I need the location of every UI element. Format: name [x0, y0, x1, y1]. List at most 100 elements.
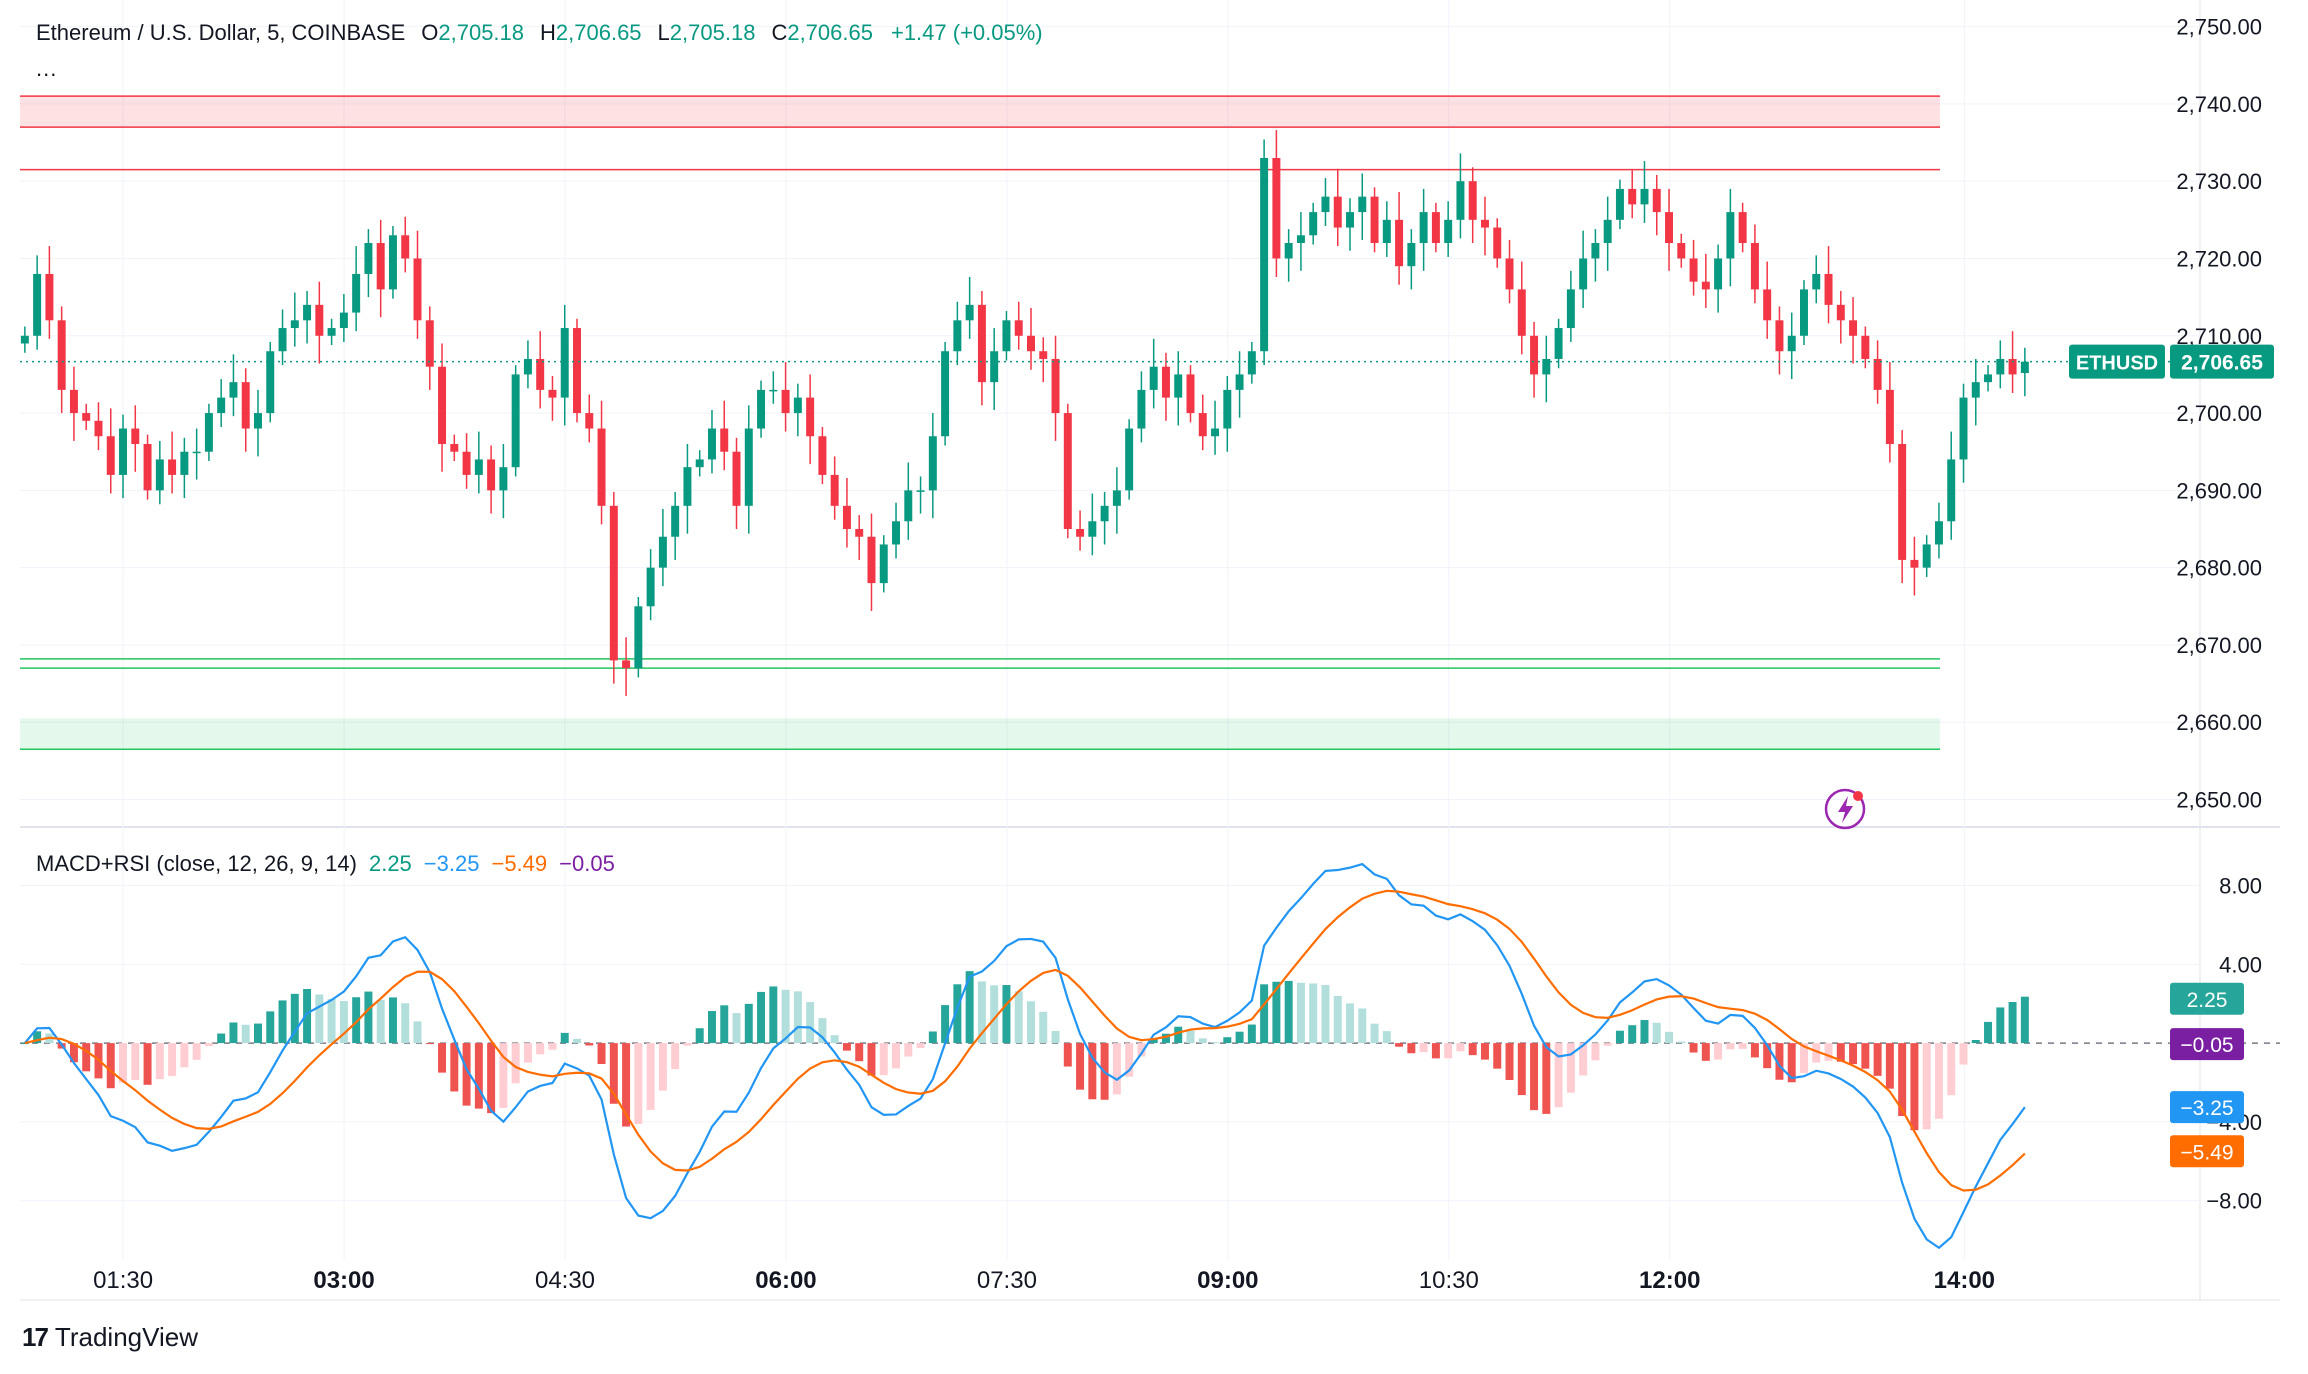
candle-body: [339, 312, 348, 329]
candle-body: [474, 459, 483, 475]
histogram-bar: [1309, 983, 1318, 1044]
histogram-bar: [1701, 1043, 1710, 1061]
candle-body: [1615, 188, 1624, 220]
histogram-bar: [499, 1043, 508, 1108]
candle-body: [990, 351, 999, 383]
macd-tag-text: −3.25: [2180, 1097, 2233, 1120]
histogram-bar: [977, 981, 986, 1044]
histogram-bar: [2020, 996, 2029, 1044]
histogram-bar: [278, 1000, 287, 1044]
candle-body: [1346, 212, 1354, 228]
more-options-button[interactable]: ...: [36, 56, 58, 81]
histogram-bar: [143, 1043, 152, 1085]
histogram-bar: [1198, 1038, 1207, 1044]
histogram-bar: [487, 1043, 496, 1114]
histogram-bar: [622, 1043, 631, 1127]
indicator-signal-value: −5.49: [491, 851, 548, 876]
histogram-bar: [1885, 1043, 1894, 1089]
histogram-bar: [1517, 1043, 1526, 1096]
histogram-bar: [1971, 1039, 1980, 1044]
candle-body: [695, 459, 704, 468]
indicator-name[interactable]: MACD+RSI (close, 12, 26, 9, 14): [36, 851, 357, 876]
candle-body: [1910, 559, 1919, 568]
candle-body: [180, 451, 189, 475]
histogram-bar: [1284, 980, 1293, 1044]
candle-body: [867, 536, 876, 584]
histogram-bar: [1456, 1043, 1465, 1052]
x-tick-label: 01:30: [93, 1267, 153, 1294]
candle-body: [1260, 157, 1269, 352]
candle-body: [204, 413, 213, 452]
candle-body: [1787, 335, 1796, 352]
histogram-bar: [1407, 1043, 1416, 1054]
high-label: H: [540, 20, 556, 45]
candle-body: [1640, 188, 1649, 205]
histogram-bar: [1223, 1037, 1232, 1044]
candle-body: [560, 328, 569, 398]
high-value: 2,706.65: [555, 20, 642, 45]
candle-body: [1738, 212, 1747, 244]
histogram-bar: [744, 1003, 753, 1044]
open-label: O: [421, 20, 439, 45]
histogram-bar: [1689, 1043, 1698, 1053]
candle-body: [1272, 157, 1281, 259]
candle-body: [266, 351, 275, 414]
histogram-bar: [707, 1011, 716, 1044]
histogram-bar: [1959, 1043, 1968, 1065]
candle-body: [1247, 351, 1256, 375]
histogram-bar: [1996, 1007, 2005, 1044]
y-tick-label: 2,720.00: [2176, 246, 2262, 271]
histogram-bar: [830, 1035, 839, 1044]
tradingview-brand[interactable]: 17 TradingView: [22, 1322, 198, 1353]
candle-body: [1076, 529, 1085, 537]
candle-body: [106, 436, 115, 475]
histogram-bar: [1665, 1031, 1674, 1044]
candle-body: [1763, 289, 1772, 321]
symbol-title[interactable]: Ethereum / U.S. Dollar, 5, COINBASE: [36, 20, 406, 45]
candle-body: [671, 505, 680, 537]
y-tick-label: 2,680.00: [2176, 556, 2262, 581]
signal-line: [24, 889, 2026, 1192]
candle-body: [217, 397, 226, 414]
candle-body: [376, 243, 385, 290]
close-value: 2,706.65: [787, 20, 873, 45]
histogram-bar: [806, 1002, 815, 1044]
histogram-bar: [1125, 1043, 1134, 1077]
candle-body: [1382, 219, 1391, 244]
hist-tag: [2170, 982, 2244, 1015]
candle-body: [1186, 374, 1195, 414]
histogram-bar: [1787, 1043, 1796, 1083]
support-zone: [20, 718, 1940, 750]
candle-body: [1161, 366, 1170, 398]
candle-body: [278, 328, 287, 352]
histogram-bar: [1112, 1043, 1121, 1095]
candle-body: [523, 358, 532, 375]
candle-body: [1296, 235, 1305, 244]
candle-body: [793, 397, 802, 414]
candle-body: [769, 389, 778, 392]
candle-body: [1800, 289, 1808, 336]
histogram-bar: [1566, 1043, 1575, 1093]
histogram-bar: [1260, 984, 1269, 1044]
symbol-tag: [2069, 344, 2165, 379]
candle-body: [1996, 358, 2005, 375]
histogram-bar: [720, 1005, 729, 1044]
candle-body: [438, 366, 447, 444]
histogram-bar: [254, 1023, 262, 1044]
hist-tag-text: 2.25: [2187, 989, 2228, 1012]
histogram-bar: [217, 1033, 226, 1044]
candle-body: [1603, 219, 1612, 244]
histogram-bar: [1395, 1043, 1404, 1047]
histogram-bar: [1726, 1043, 1735, 1050]
histogram-bar: [1984, 1021, 1993, 1044]
candle-body: [290, 320, 299, 329]
histogram-bar: [1088, 1043, 1097, 1100]
candle-body: [928, 436, 937, 491]
histogram-bar: [119, 1043, 128, 1083]
candle-body: [1665, 212, 1674, 244]
candle-body: [388, 235, 397, 290]
histogram-bar: [1346, 1003, 1354, 1044]
candle-body: [597, 428, 606, 506]
